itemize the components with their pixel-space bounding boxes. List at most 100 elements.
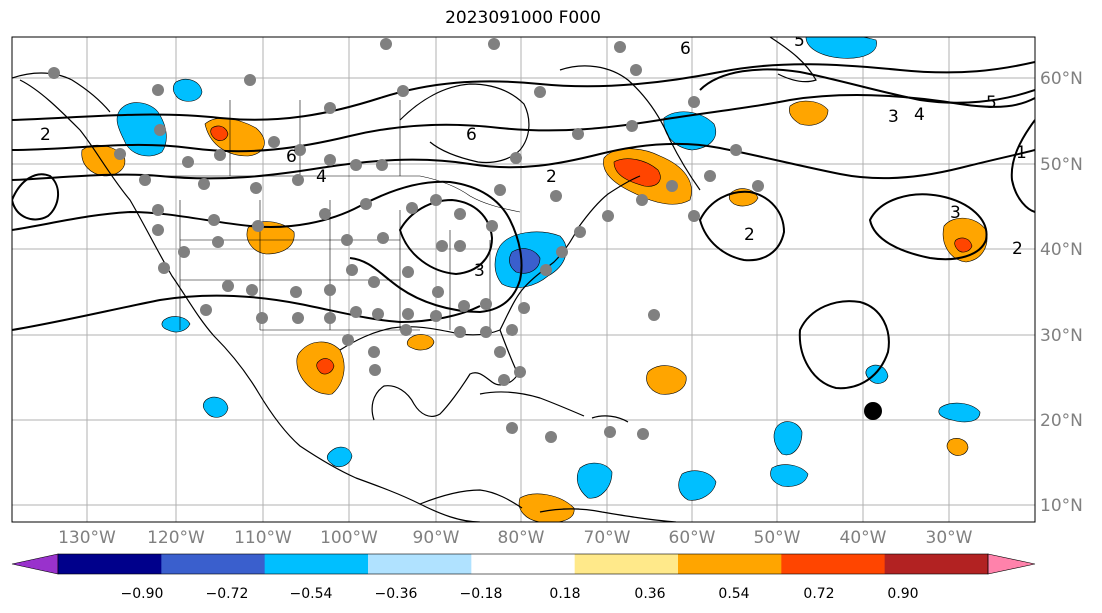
colorbar-segment	[368, 554, 472, 574]
patch-red-atlantic-east	[954, 237, 973, 253]
lat-label: 50°N	[1040, 155, 1083, 175]
contour-4	[12, 180, 523, 314]
coast-south-america	[539, 508, 677, 522]
patch-blue-northwest	[116, 102, 167, 157]
contour-label: 3	[888, 107, 899, 127]
lon-label: 100°W	[320, 528, 378, 548]
patch-blue-tropical-2	[678, 470, 717, 501]
contour-label: 3	[474, 261, 485, 281]
contour-labels: 6 6 6 5 5 4 4 3 3 3 2 2 2 2 1	[40, 31, 1027, 281]
colorbar-tick-label: −0.36	[375, 586, 418, 602]
colorbar-tick-label: −0.90	[121, 586, 164, 602]
coast-alaska	[12, 72, 111, 113]
patch-blue-pacific-3	[326, 446, 353, 468]
coast-hudson-bay	[399, 83, 530, 164]
coast-central-america	[419, 489, 523, 509]
patch-red-canada-maritime	[613, 158, 661, 187]
colorbar-extend-low	[11, 553, 59, 575]
patch-mid-blue-east-coast	[509, 248, 541, 274]
patch-orange-atlantic-mid-small	[946, 438, 969, 456]
contour-7	[798, 300, 890, 390]
contour-label: 2	[1012, 239, 1023, 259]
contour-label: 4	[914, 105, 925, 125]
contour-label: 2	[744, 225, 755, 245]
patch-blue-tropical-3	[770, 464, 809, 487]
coast-hispaniola	[591, 415, 629, 423]
colorbar-tick-label: 0.18	[549, 586, 580, 602]
contour-1	[12, 61, 1035, 121]
colorbar-frame	[57, 553, 989, 575]
colorbar-tick-label: 0.54	[718, 586, 749, 602]
patch-blue-atlantic-south	[938, 402, 981, 423]
patch-blue-tropical-1	[576, 462, 613, 499]
coastlines	[12, 37, 817, 522]
coast-labrador	[559, 65, 701, 191]
latitude-labels: 60°N 50°N 40°N 30°N 20°N 10°N	[1040, 69, 1083, 516]
colorbar-segment	[884, 554, 989, 574]
contour-label: 4	[316, 167, 327, 187]
longitude-labels: 130°W 120°W 110°W 100°W 90°W 80°W 70°W 6…	[58, 528, 973, 548]
patch-blue-labrador	[663, 111, 716, 151]
contour-2	[12, 94, 1035, 153]
lat-label: 60°N	[1040, 69, 1083, 89]
contour-label: 1	[1016, 143, 1027, 163]
patch-blue-pacific-1	[161, 316, 191, 333]
station-dots	[48, 38, 764, 443]
storm-center-marker	[864, 402, 882, 420]
contour-3	[12, 142, 1035, 181]
colorbar	[11, 553, 1036, 575]
contour-label: 6	[286, 147, 297, 167]
colorbar-extend-high	[987, 553, 1036, 575]
lon-label: 50°W	[754, 528, 801, 548]
lat-label: 30°N	[1040, 326, 1083, 346]
colorbar-segment	[161, 554, 266, 574]
patch-blue-canada	[172, 79, 203, 102]
colorbar-segment	[574, 554, 679, 574]
lat-label: 40°N	[1040, 240, 1083, 260]
patch-orange-gulf	[406, 334, 435, 351]
contour-label: 6	[466, 125, 477, 145]
patch-blue-caribbean-east	[773, 421, 803, 456]
lat-label: 20°N	[1040, 411, 1083, 431]
lon-label: 70°W	[584, 528, 631, 548]
lon-label: 130°W	[58, 528, 116, 548]
patch-orange-caribbean	[518, 493, 575, 522]
patch-blue-greenland	[805, 37, 877, 59]
patch-red-mexico	[316, 358, 335, 375]
map-frame	[11, 36, 1036, 523]
colorbar-tick-label: 0.90	[887, 586, 918, 602]
contour-12	[699, 68, 1035, 104]
anomaly-patches	[81, 37, 988, 522]
colorbar-tick-label: −0.72	[206, 586, 249, 602]
colorbar-tick-label: 0.36	[634, 586, 665, 602]
map-title: 2023091000 F000	[445, 8, 601, 28]
contour-8	[868, 193, 988, 261]
lon-label: 120°W	[147, 528, 205, 548]
patch-orange-north-atlantic	[789, 100, 829, 126]
lon-label: 110°W	[234, 528, 292, 548]
contour-label: 6	[680, 39, 691, 59]
lon-label: 90°W	[413, 528, 460, 548]
colorbar-labels: −0.90 −0.72 −0.54 −0.36 −0.18 0.18 0.36 …	[121, 586, 919, 602]
contour-label: 5	[986, 93, 997, 113]
contour-label: 2	[546, 167, 557, 187]
coast-gulf-of-mexico	[339, 326, 519, 421]
colorbar-segment	[264, 554, 369, 574]
contour-label: 5	[794, 31, 805, 51]
lat-label: 10°N	[1040, 496, 1083, 516]
coast-north-america-west	[19, 79, 481, 522]
lon-label: 40°W	[840, 528, 887, 548]
colorbar-segment	[678, 554, 782, 574]
colorbar-segment	[58, 554, 162, 574]
coast-east-us	[499, 175, 641, 331]
height-contours	[12, 61, 1035, 390]
colorbar-tick-label: −0.54	[290, 586, 333, 602]
contour-9	[12, 173, 59, 221]
colorbar-segment	[471, 554, 576, 574]
patch-orange-mid-atlantic	[646, 365, 687, 395]
coast-cuba	[479, 391, 585, 417]
lon-label: 80°W	[498, 528, 545, 548]
contour-label: 3	[950, 203, 961, 223]
contour-6	[698, 190, 786, 262]
